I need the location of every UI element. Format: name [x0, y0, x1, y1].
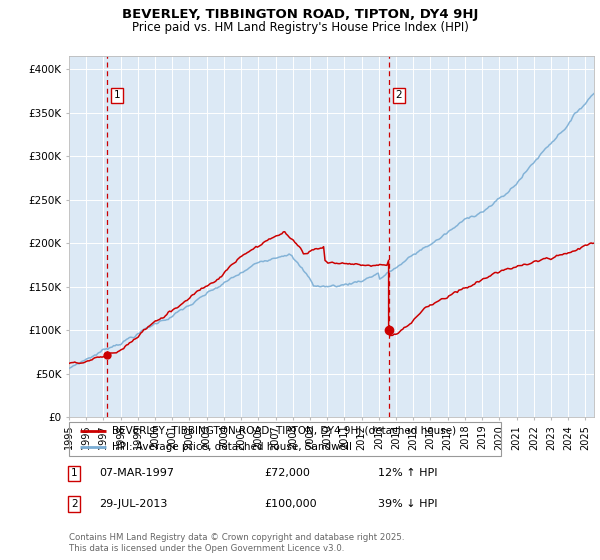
Text: BEVERLEY, TIBBINGTON ROAD, TIPTON, DY4 9HJ: BEVERLEY, TIBBINGTON ROAD, TIPTON, DY4 9…	[122, 8, 478, 21]
Text: BEVERLEY, TIBBINGTON ROAD, TIPTON, DY4 9HJ (detached house): BEVERLEY, TIBBINGTON ROAD, TIPTON, DY4 9…	[112, 426, 457, 436]
Text: £72,000: £72,000	[264, 468, 310, 478]
Text: Contains HM Land Registry data © Crown copyright and database right 2025.
This d: Contains HM Land Registry data © Crown c…	[69, 533, 404, 553]
Text: 1: 1	[113, 90, 120, 100]
Text: 39% ↓ HPI: 39% ↓ HPI	[378, 499, 437, 509]
Text: Price paid vs. HM Land Registry's House Price Index (HPI): Price paid vs. HM Land Registry's House …	[131, 21, 469, 34]
Text: 1: 1	[71, 468, 77, 478]
Text: HPI: Average price, detached house, Sandwell: HPI: Average price, detached house, Sand…	[112, 442, 352, 452]
Text: 07-MAR-1997: 07-MAR-1997	[99, 468, 174, 478]
Text: 29-JUL-2013: 29-JUL-2013	[99, 499, 167, 509]
Text: £100,000: £100,000	[264, 499, 317, 509]
Text: 2: 2	[71, 499, 77, 509]
Text: 2: 2	[395, 90, 402, 100]
Text: 12% ↑ HPI: 12% ↑ HPI	[378, 468, 437, 478]
